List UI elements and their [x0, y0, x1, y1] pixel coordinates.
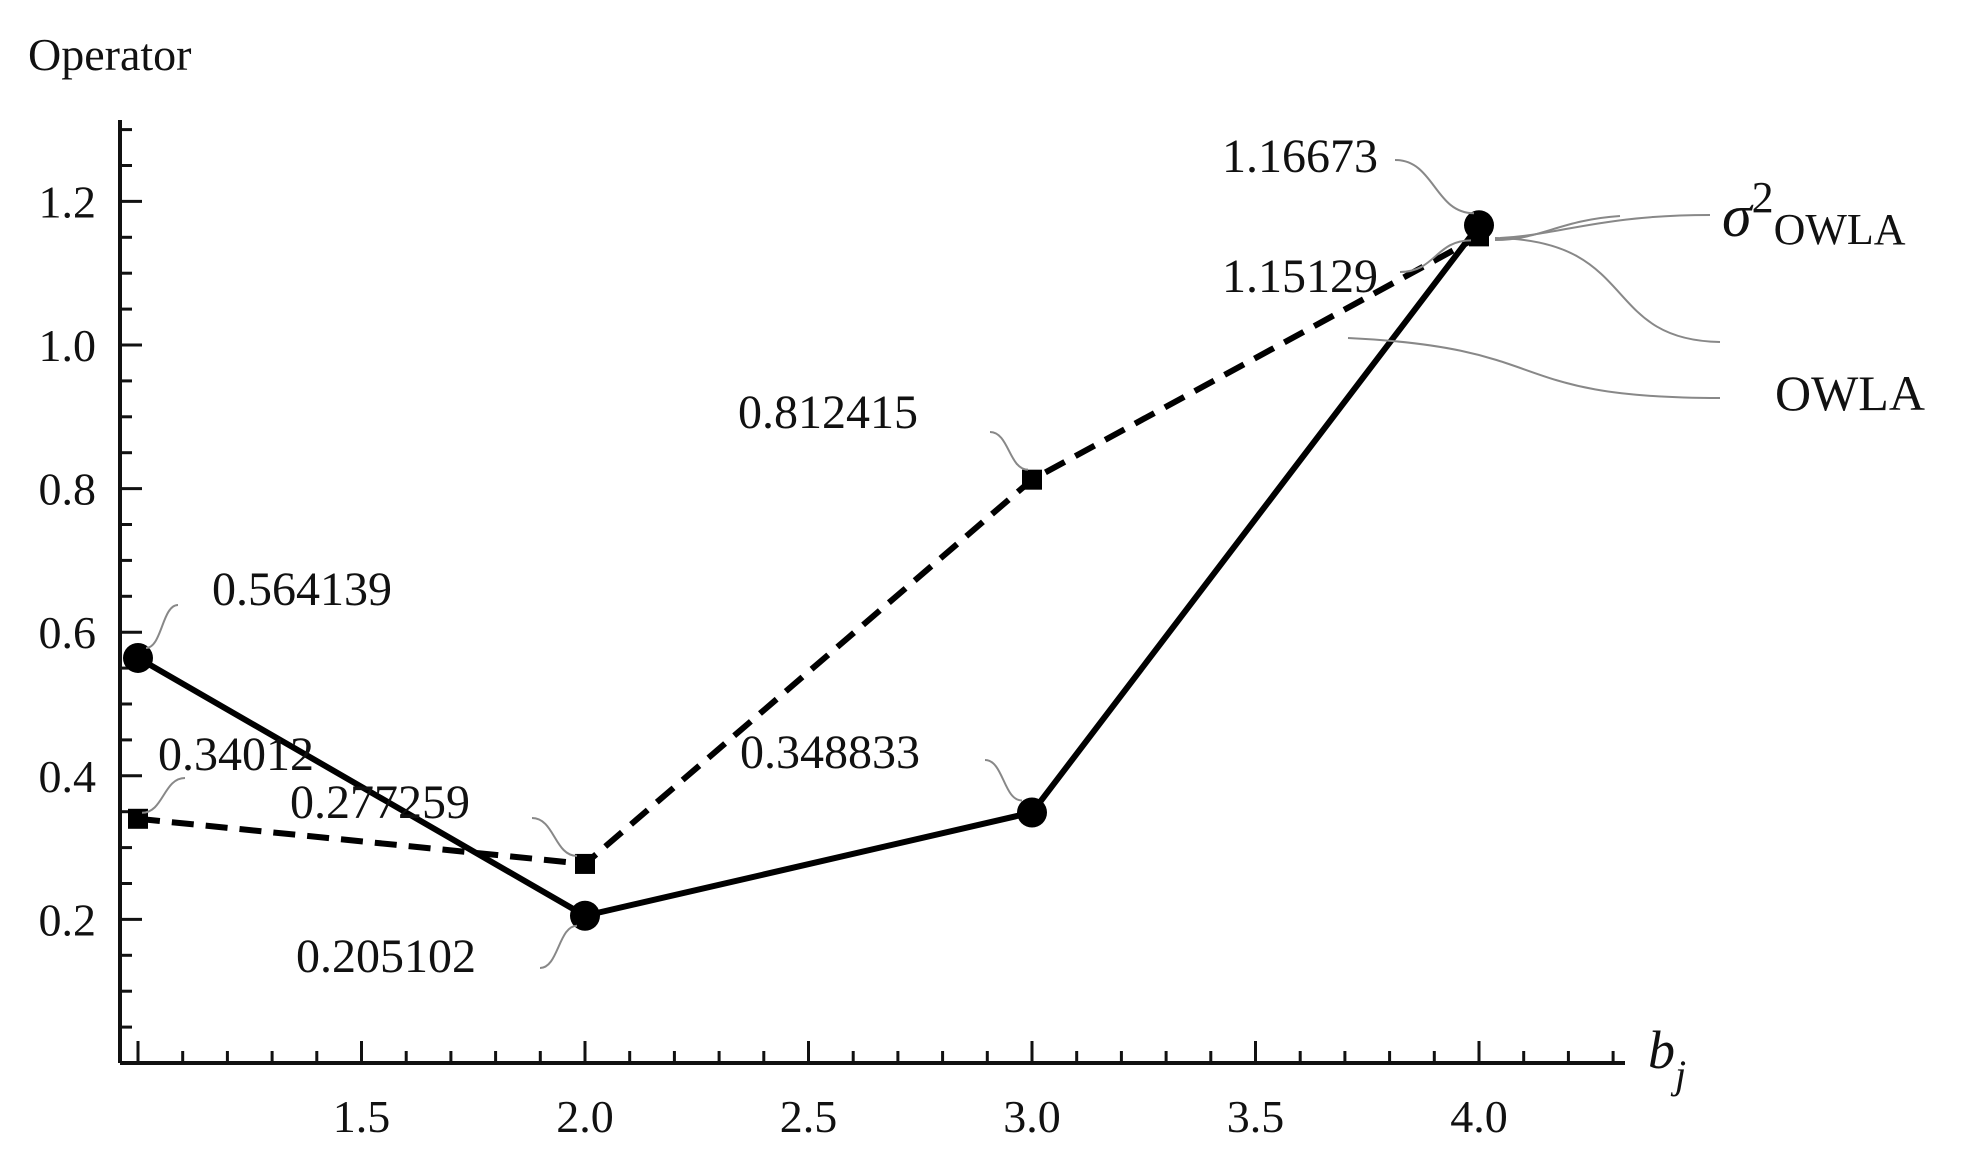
legend-leader-line	[1494, 215, 1621, 241]
label-leader-line	[1399, 239, 1472, 273]
data-point-square	[1022, 469, 1042, 490]
label-leader-line	[141, 777, 186, 814]
label-leader-line	[145, 604, 179, 649]
y-tick-label: 0.2	[39, 894, 97, 945]
legend-leader-line	[1499, 214, 1711, 239]
axes: 1.5 2.0 2.5 3.0 3.5 4.0 0.2 0.4 0.6 0.8 1.0 1.2	[39, 120, 1625, 1142]
data-labels: 0.5641390.2051020.3488331.166730.340120.…	[141, 130, 1475, 983]
y-tick-label: 0.4	[39, 751, 97, 802]
data-label: 0.277259	[290, 776, 470, 829]
data-label: 0.205102	[296, 930, 476, 983]
label-leader-line	[1394, 159, 1475, 215]
data-point-circle	[1017, 797, 1047, 828]
legend-label-owla: OWLA	[1775, 365, 1925, 421]
label-leader-line	[984, 759, 1023, 802]
series-layer	[123, 210, 1494, 931]
data-point-square	[128, 808, 148, 829]
data-label: 0.348833	[740, 726, 920, 779]
data-point-circle	[123, 642, 153, 673]
data-label: 1.15129	[1222, 250, 1378, 303]
y-tick-label: 0.8	[39, 464, 97, 515]
series-line-owla	[136, 223, 1482, 919]
x-tick-label: 3.5	[1227, 1091, 1285, 1142]
x-axis-title-sub: j	[1670, 1052, 1686, 1097]
y-tick-label: 1.0	[39, 320, 97, 371]
series-line-sigma2-owla	[137, 233, 1481, 867]
legend-leader-line	[1347, 337, 1721, 399]
data-point-circle	[570, 900, 600, 931]
label-leader-line	[989, 431, 1029, 471]
y-tick-label: 1.2	[39, 176, 97, 227]
data-label: 0.34012	[158, 728, 314, 781]
data-label: 0.564139	[212, 563, 392, 616]
y-tick-label: 0.6	[39, 607, 97, 658]
x-tick-label: 2.5	[780, 1091, 838, 1142]
y-axis-title: Operator	[28, 29, 191, 80]
x-tick-label: 3.0	[1003, 1091, 1061, 1142]
svg-text:bj: bj	[1648, 1020, 1686, 1097]
data-point-square	[1469, 226, 1489, 247]
data-label: 1.16673	[1222, 130, 1378, 183]
data-point-square	[575, 853, 595, 874]
legend: OWLA σ2OWLA	[1347, 173, 1925, 421]
legend-label-sigma2-owla: σ2OWLA	[1722, 173, 1906, 254]
data-label: 0.812415	[738, 386, 918, 439]
x-tick-label: 4.0	[1450, 1091, 1508, 1142]
x-tick-label: 2.0	[556, 1091, 614, 1142]
x-axis-title: bj	[1648, 1020, 1686, 1097]
x-tick-label: 1.5	[333, 1091, 391, 1142]
label-leader-line	[531, 817, 578, 857]
label-leader-line	[539, 924, 578, 969]
legend-leader-line	[1494, 237, 1721, 343]
x-axis-title-main: b	[1648, 1020, 1675, 1080]
